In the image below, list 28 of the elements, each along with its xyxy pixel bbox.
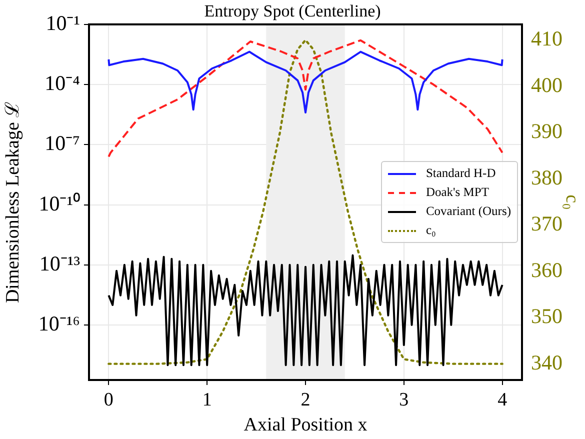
x-tick-label: 2 <box>300 389 310 410</box>
y2-tick-label: 400 <box>531 72 562 97</box>
legend-label: Standard H-D <box>426 166 496 182</box>
y-tick-label: 10⁻¹⁰ <box>38 191 80 216</box>
y2-tick-label: 390 <box>531 119 562 144</box>
legend-label: Doak's MPT <box>426 185 489 200</box>
y-tick-label: 10⁻⁴ <box>44 71 80 96</box>
line-series <box>108 39 504 158</box>
x-tick-label: 4 <box>498 389 508 410</box>
y-tick-label: 10⁻¹ <box>46 10 80 35</box>
y-tick-label: 10⁻⁷ <box>44 131 80 156</box>
y2-tick-label: 370 <box>531 212 562 236</box>
x-tick-label: 0 <box>104 389 114 410</box>
y-tick-label: 10⁻¹⁶ <box>38 312 80 336</box>
y2-axis-title: c₀ <box>562 194 583 210</box>
legend-label: c₀ <box>426 223 436 238</box>
x-axis-title: Axial Position x <box>244 414 368 436</box>
y2-tick-label: 380 <box>531 165 562 190</box>
y2-tick-label: 340 <box>531 350 562 374</box>
y-axis-title: Dimensionless Leakage ℒ <box>2 101 24 304</box>
chart-title: Entropy Spot (Centerline) <box>204 2 381 21</box>
legend-label: Covariant (Ours) <box>426 204 511 220</box>
y2-tick-label: 360 <box>531 258 562 282</box>
x-tick-label: 1 <box>202 389 212 410</box>
x-tick-label: 3 <box>399 389 409 410</box>
y-tick-label: 10⁻¹³ <box>39 251 80 276</box>
y2-tick-label: 350 <box>531 304 562 328</box>
y2-tick-label: 410 <box>531 26 562 51</box>
